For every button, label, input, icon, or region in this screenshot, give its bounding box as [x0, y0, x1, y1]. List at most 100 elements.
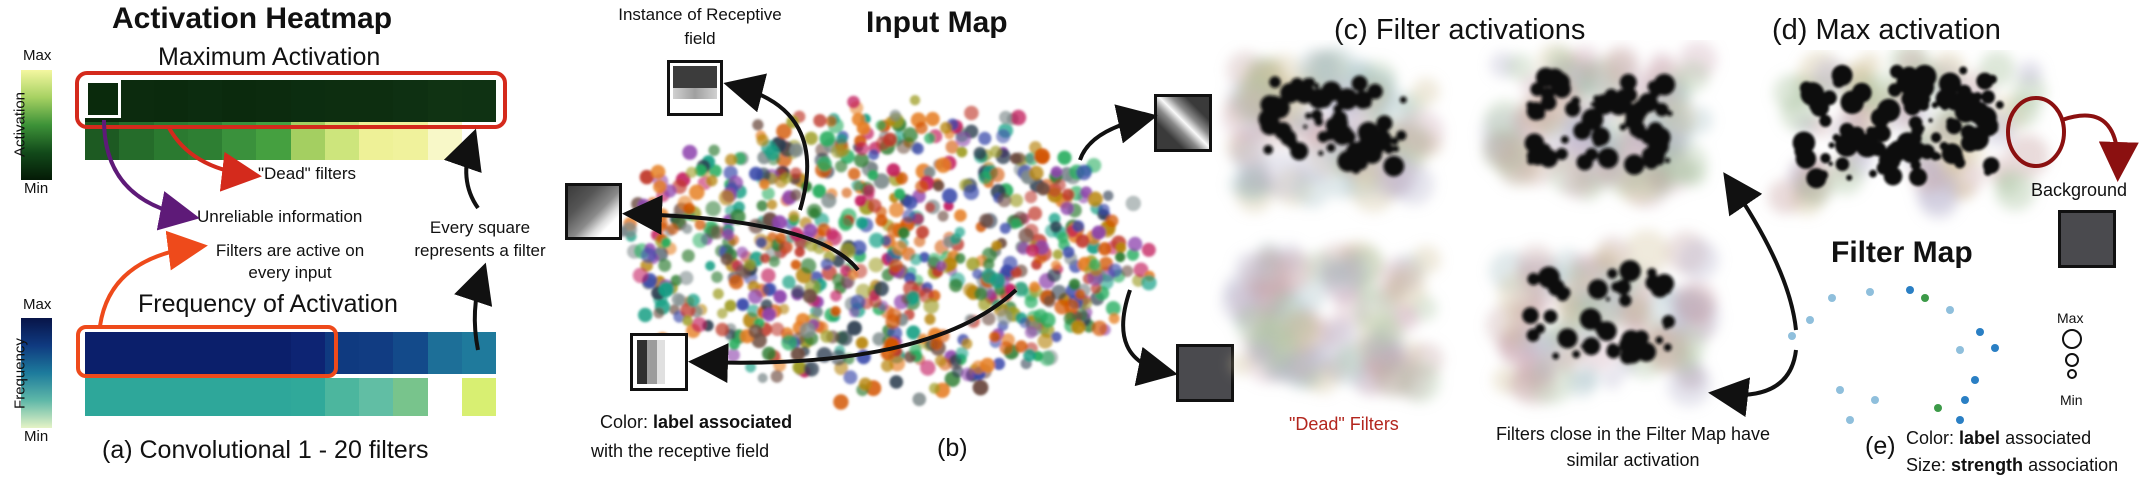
max-activation-blob [1930, 132, 1942, 143]
max-activation-blob [1839, 122, 1855, 138]
input-patch-dot [893, 188, 906, 200]
activation-cloud [1352, 289, 1397, 333]
input-patch-dot [789, 143, 804, 158]
activation-cloud [1565, 262, 1589, 286]
input-patch-dot [912, 142, 924, 155]
activation-blob [1560, 135, 1569, 144]
unreliable-arrow [102, 119, 200, 231]
input-patch-dot [889, 355, 906, 372]
activation-blob [1353, 90, 1372, 109]
input-patch-dot [999, 110, 1013, 124]
input-patch-dot [875, 214, 888, 227]
input-patch-dot [791, 285, 805, 299]
activation-blob [1320, 90, 1330, 100]
input-patch-dot [906, 325, 921, 340]
activation-blob [1598, 282, 1605, 289]
activation-cloud [1316, 258, 1348, 290]
filter-map-point [1921, 294, 1929, 302]
input-patch-dot [639, 169, 654, 185]
input-patch-dot [761, 268, 776, 283]
max-activation-blob [1939, 141, 1949, 151]
arrow-filtermap-to-close-filters [1708, 349, 1798, 418]
input-patch-dot [989, 145, 1002, 158]
input-patch-dot [790, 259, 801, 270]
input-patch-dot [942, 188, 958, 204]
input-patch-dot [854, 152, 869, 168]
heatmap-cell [187, 378, 222, 416]
activation-blob [1367, 83, 1383, 100]
input-patch-dot [640, 247, 657, 264]
dead-filters-highlight-box [75, 71, 507, 129]
heatmap-cell [359, 332, 394, 374]
heatmap-cell [85, 332, 120, 374]
max-activation-cloud [2008, 95, 2041, 128]
receptive-field-thumb-top [667, 60, 723, 116]
input-patch-dot [694, 219, 706, 231]
input-patch-dot [950, 233, 962, 245]
activation-blob [1573, 122, 1592, 140]
dead-filters-note: "Dead" filters [258, 164, 357, 183]
input-patch-dot [867, 198, 882, 213]
activation-cloud [1412, 77, 1440, 106]
input-patch-dot [681, 249, 695, 263]
input-patch-dot [1141, 275, 1157, 291]
activation-scale-max: Max [23, 47, 52, 64]
heatmap-cell [290, 332, 325, 374]
max-activation-blob [1792, 131, 1816, 155]
max-activation-blob [1819, 114, 1832, 127]
first-filter-highlight [85, 80, 121, 118]
unreliable-note: Unreliable information [197, 207, 363, 226]
activation-blob [1619, 336, 1636, 354]
activation-cloud [1506, 53, 1535, 82]
input-patch-dot [951, 365, 964, 378]
max-activation-blob [1800, 82, 1825, 106]
input-patch-dot [835, 133, 848, 146]
input-patch-dot [770, 322, 785, 337]
input-patch-dot [817, 156, 832, 172]
input-patch-dot [996, 129, 1011, 144]
input-patch-dot [1052, 249, 1063, 260]
max-activation-blob [1870, 126, 1882, 138]
input-patch-dot [767, 199, 778, 210]
filters-active-note: Filters are active on every input [215, 241, 365, 282]
max-activation-blob [1982, 91, 1994, 103]
input-patch-dot [897, 226, 910, 239]
arrow-to-thumb-right [1078, 104, 1158, 161]
max-activation-blob [1846, 174, 1853, 181]
heatmap-cell [153, 80, 188, 122]
activation-blob [1663, 343, 1672, 352]
activation-cloud [1369, 349, 1417, 397]
activation-blob [1597, 147, 1619, 169]
activation-blob [1607, 268, 1618, 279]
activation-scale-min: Min [24, 180, 49, 197]
every-square-note: Every square represents a filter [414, 218, 546, 260]
input-patch-dot [1075, 289, 1086, 300]
activation-blob [1311, 109, 1323, 121]
input-patch-dot [780, 172, 793, 184]
activation-blob [1576, 154, 1593, 171]
activation-blob [1555, 148, 1568, 160]
input-patch-dot [964, 105, 979, 121]
max-activation-blob [1959, 66, 1968, 75]
input-patch-dot [992, 357, 1006, 370]
color-note-line2: with the receptive field [591, 441, 770, 461]
input-patch-dot [1102, 190, 1114, 202]
input-patch-dot [991, 240, 1002, 252]
activation-blob [1620, 349, 1635, 365]
size-bold: strength [1951, 455, 2024, 475]
max-activation-cloud [1994, 169, 2036, 211]
frequency-row-top [85, 332, 496, 374]
input-patch-dot [1062, 246, 1075, 258]
panel-b-caption: (b) [937, 434, 968, 462]
activation-blob [1619, 73, 1637, 91]
max-activation-blob [1905, 83, 1913, 91]
input-patch-dot [1063, 311, 1077, 326]
activation-blob [1641, 147, 1659, 164]
activation-blob [1552, 352, 1560, 360]
activation-cloud [1398, 109, 1444, 156]
activation-cloud [1560, 167, 1593, 199]
heatmap-cell [427, 80, 462, 122]
activation-cloud [1676, 287, 1715, 325]
max-activation-blob [1973, 106, 1997, 130]
max-activation-blob [1896, 71, 1919, 94]
